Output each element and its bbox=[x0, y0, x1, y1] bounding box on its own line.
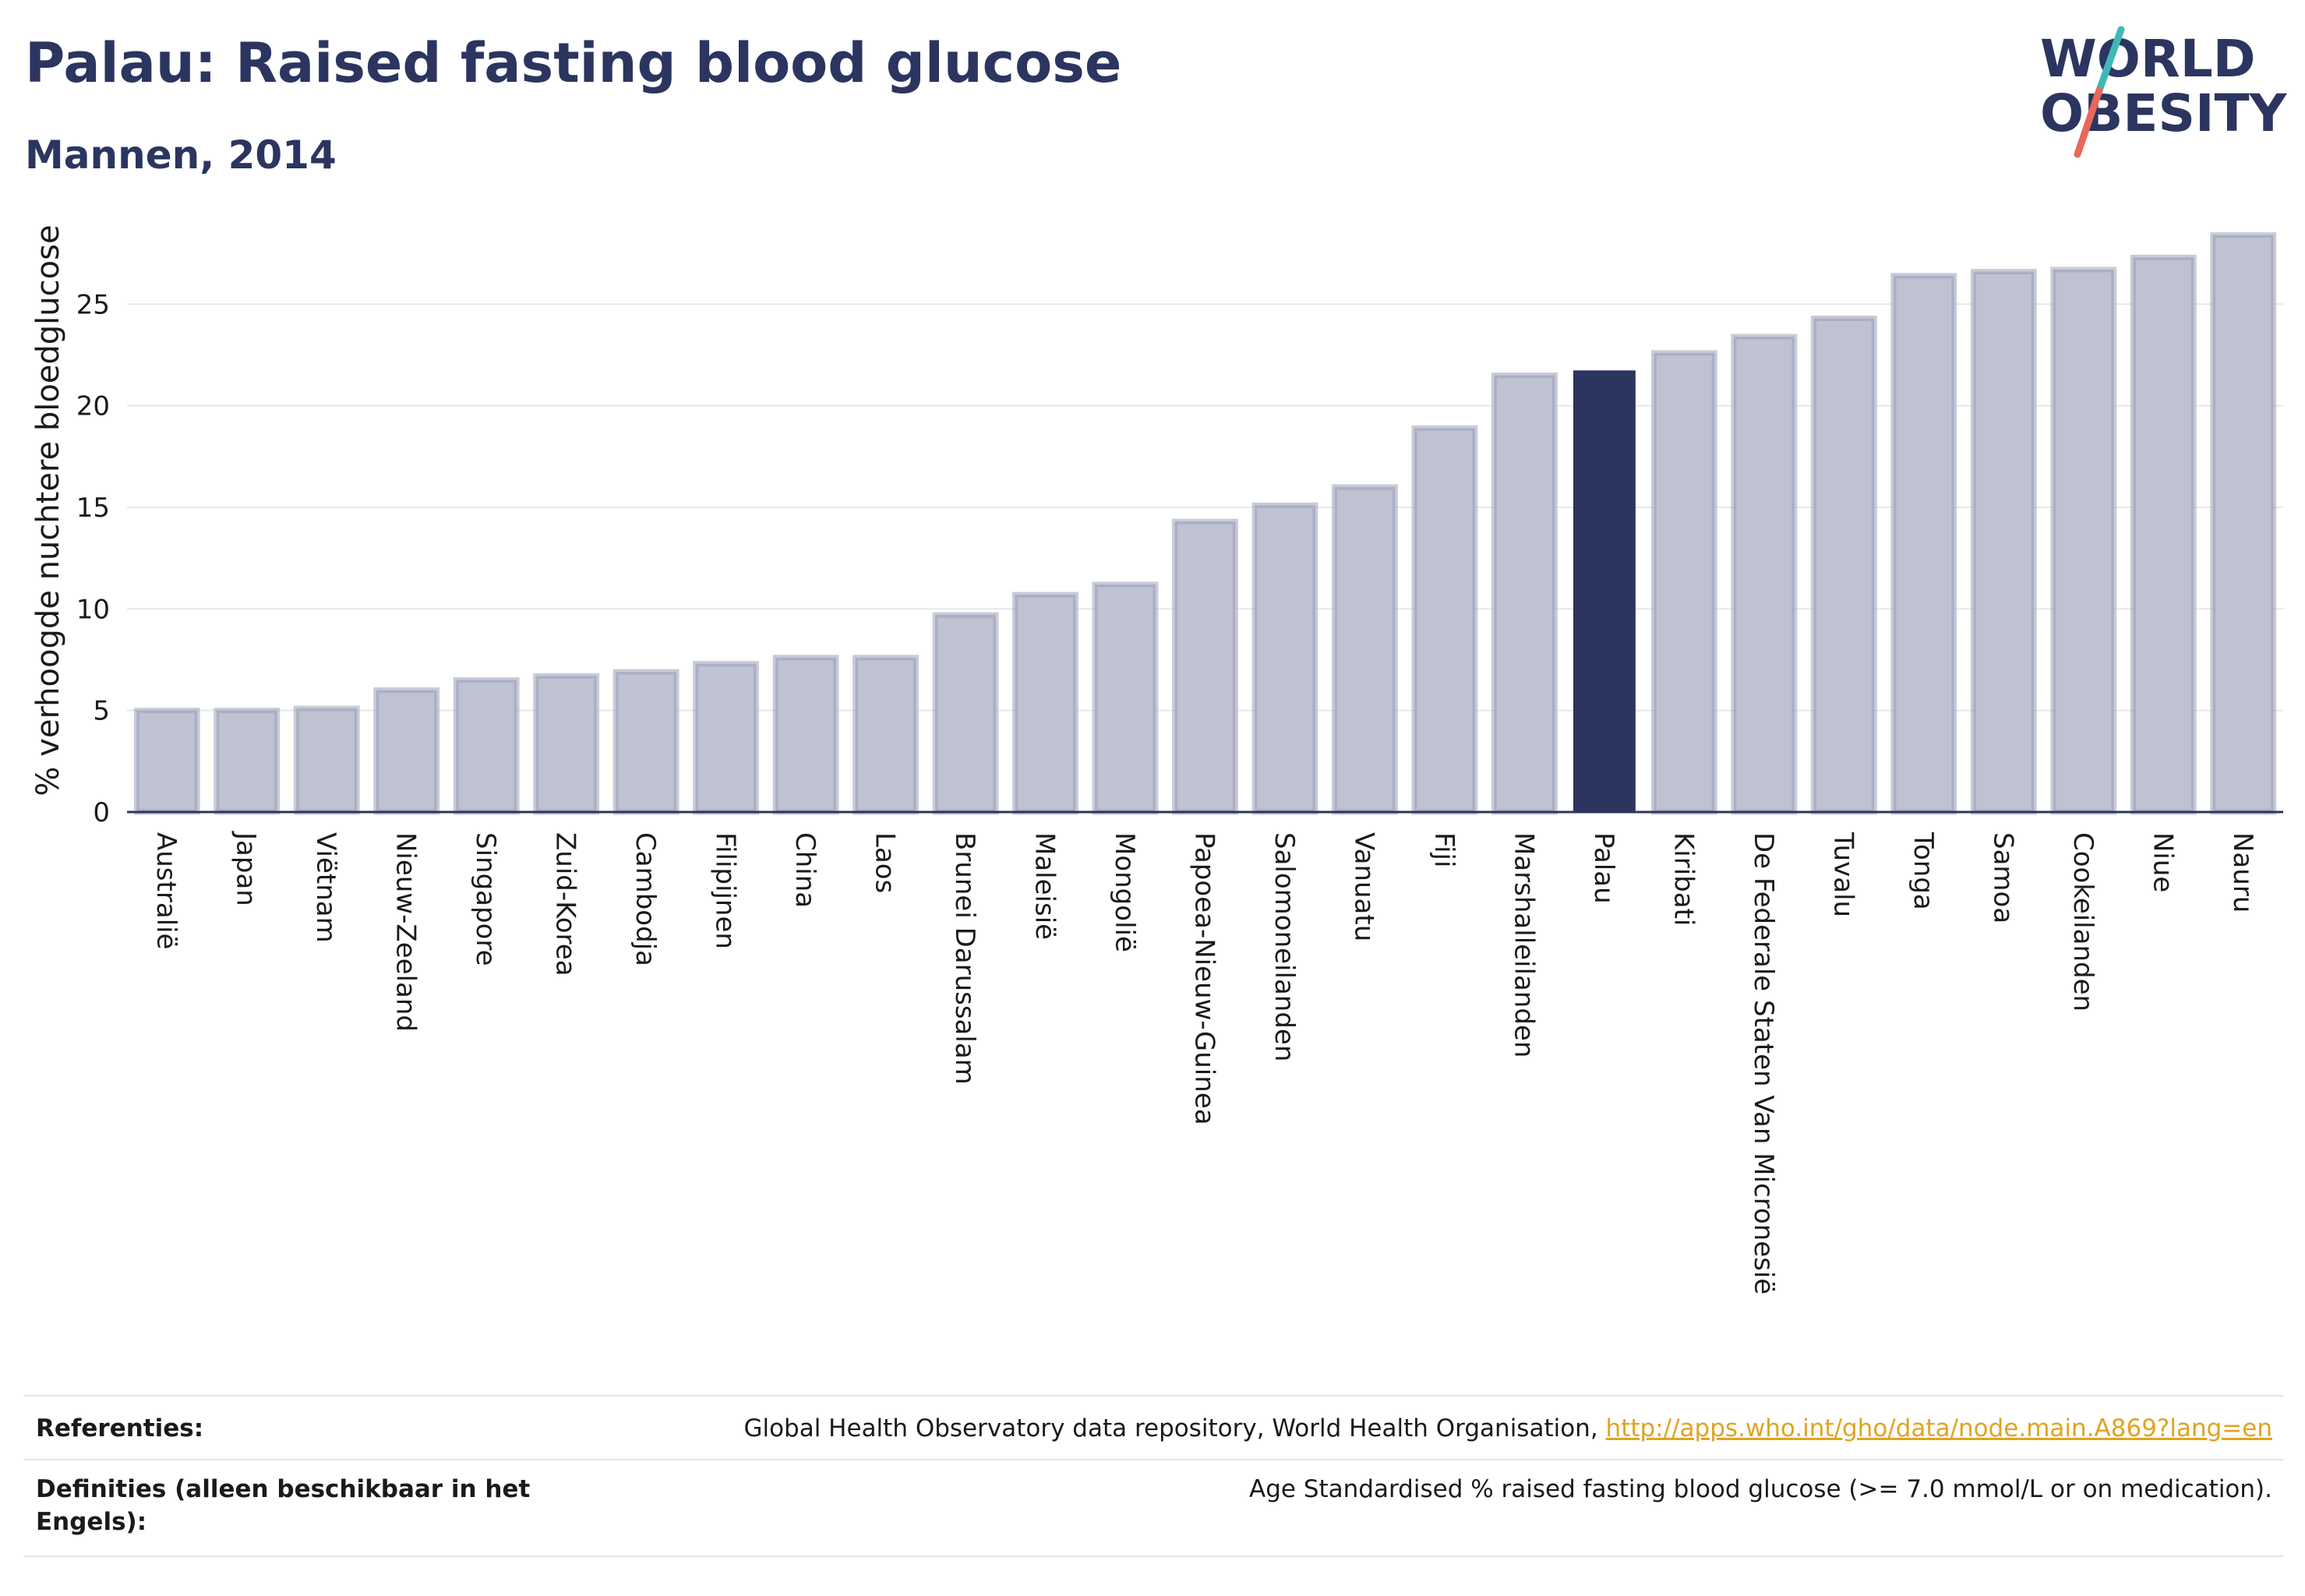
x-tick-label: Cambodja bbox=[630, 832, 661, 966]
bar-highlighted bbox=[1573, 370, 1636, 813]
references-value: Global Health Observatory data repositor… bbox=[743, 1412, 2272, 1445]
bar bbox=[1731, 334, 1798, 815]
x-tick-label: Niue bbox=[2147, 832, 2178, 892]
bar bbox=[533, 673, 600, 815]
references-row: Referenties: Global Health Observatory d… bbox=[23, 1395, 2283, 1460]
bar bbox=[453, 677, 520, 815]
bar bbox=[1650, 350, 1717, 815]
x-tick-label: Nauru bbox=[2227, 832, 2258, 913]
x-tick-label: Brunei Darussalam bbox=[949, 832, 980, 1085]
bar bbox=[2050, 267, 2117, 815]
x-tick-label: Japan bbox=[231, 831, 262, 906]
bar bbox=[852, 655, 920, 815]
bar bbox=[1810, 316, 1877, 815]
bar bbox=[133, 708, 200, 815]
x-tick-label: Samoa bbox=[1987, 832, 2018, 923]
y-tick-label: 0 bbox=[93, 797, 110, 828]
bar bbox=[373, 687, 440, 815]
bar bbox=[693, 661, 760, 815]
x-tick-label: Papoea-Nieuw-Guinea bbox=[1189, 832, 1220, 1125]
bar bbox=[2210, 232, 2277, 815]
x-tick-label: De Federale Staten Van Micronesië bbox=[1748, 832, 1779, 1294]
y-axis-label: % verhoogde nuchtere bloedglucose bbox=[30, 224, 66, 796]
y-tick-label: 5 bbox=[93, 696, 110, 727]
x-tick-label: Cookeilanden bbox=[2067, 832, 2099, 1012]
chart-title: Palau: Raised fasting blood glucose bbox=[25, 31, 1122, 95]
bar bbox=[612, 669, 679, 815]
references-link[interactable]: http://apps.who.int/gho/data/node.main.A… bbox=[1605, 1414, 2272, 1442]
x-tick-label: Maleisië bbox=[1029, 832, 1061, 940]
definitions-row: Definities (alleen beschikbaar in het En… bbox=[23, 1459, 2283, 1554]
x-tick-label: Fiji bbox=[1428, 832, 1460, 867]
x-tick-label: Tuvalu bbox=[1827, 832, 1858, 917]
y-tick-label: 20 bbox=[76, 391, 110, 422]
bar bbox=[1332, 484, 1398, 815]
bar bbox=[293, 705, 360, 815]
definitions-value: Age Standardised % raised fasting blood … bbox=[1249, 1475, 2272, 1503]
x-tick-label: Salomoneilanden bbox=[1269, 832, 1300, 1061]
bar bbox=[772, 655, 839, 815]
x-tick-label: Tonga bbox=[1908, 832, 1939, 910]
bar bbox=[2130, 254, 2197, 815]
x-tick-label: Palau bbox=[1588, 832, 1619, 904]
y-tick-label: 10 bbox=[76, 594, 110, 625]
bar bbox=[1092, 581, 1159, 815]
logo-line-1: WORLD bbox=[2040, 29, 2256, 89]
bar bbox=[214, 708, 281, 815]
definitions-label: Definities (alleen beschikbaar in het En… bbox=[36, 1475, 531, 1536]
x-tick-label: Zuid-Korea bbox=[550, 832, 581, 976]
references-text: Global Health Observatory data repositor… bbox=[743, 1414, 1606, 1442]
bar bbox=[932, 612, 999, 815]
bar-chart: 0 5 10 15 20 25 Australië Japan Viëtnam Nieuw-Zee… bbox=[30, 224, 2283, 1294]
x-tick-label: Vanuatu bbox=[1348, 832, 1379, 941]
bar bbox=[1890, 273, 1957, 815]
x-tick-label: Filipijnen bbox=[710, 832, 741, 949]
chart-subtitle: Mannen, 2014 bbox=[25, 132, 337, 178]
x-tick-label: Mongolië bbox=[1109, 832, 1140, 952]
x-tick-label: Laos bbox=[870, 832, 901, 893]
footer-bottom-rule bbox=[23, 1555, 2283, 1557]
bar bbox=[1251, 502, 1318, 815]
x-tick-label: Singapore bbox=[470, 832, 501, 966]
x-tick-label: China bbox=[789, 832, 821, 908]
bar bbox=[1491, 373, 1558, 815]
bars-layer bbox=[133, 232, 2277, 815]
bar bbox=[1411, 425, 1478, 815]
bar bbox=[1172, 518, 1238, 815]
logo-slash-bottom bbox=[2074, 87, 2103, 158]
y-tick-label: 15 bbox=[76, 493, 110, 524]
x-tick-label: Marshalleilanden bbox=[1508, 832, 1539, 1058]
bar bbox=[1970, 269, 2037, 815]
references-label: Referenties: bbox=[36, 1414, 204, 1442]
x-tick-label: Australië bbox=[150, 832, 182, 949]
x-tick-label: Kiribati bbox=[1668, 832, 1699, 926]
logo-slash-top bbox=[2095, 26, 2125, 94]
x-tick-label: Nieuw-Zeeland bbox=[390, 832, 422, 1032]
y-tick-label: 25 bbox=[76, 289, 110, 320]
labels-layer: 0 5 10 15 20 25 Australië Japan Viëtnam Nieuw-Zee… bbox=[76, 289, 2258, 1294]
world-obesity-logo: WORLD OBESITY bbox=[2040, 26, 2288, 158]
x-tick-label: Viëtnam bbox=[310, 832, 341, 943]
bar bbox=[1012, 591, 1078, 815]
